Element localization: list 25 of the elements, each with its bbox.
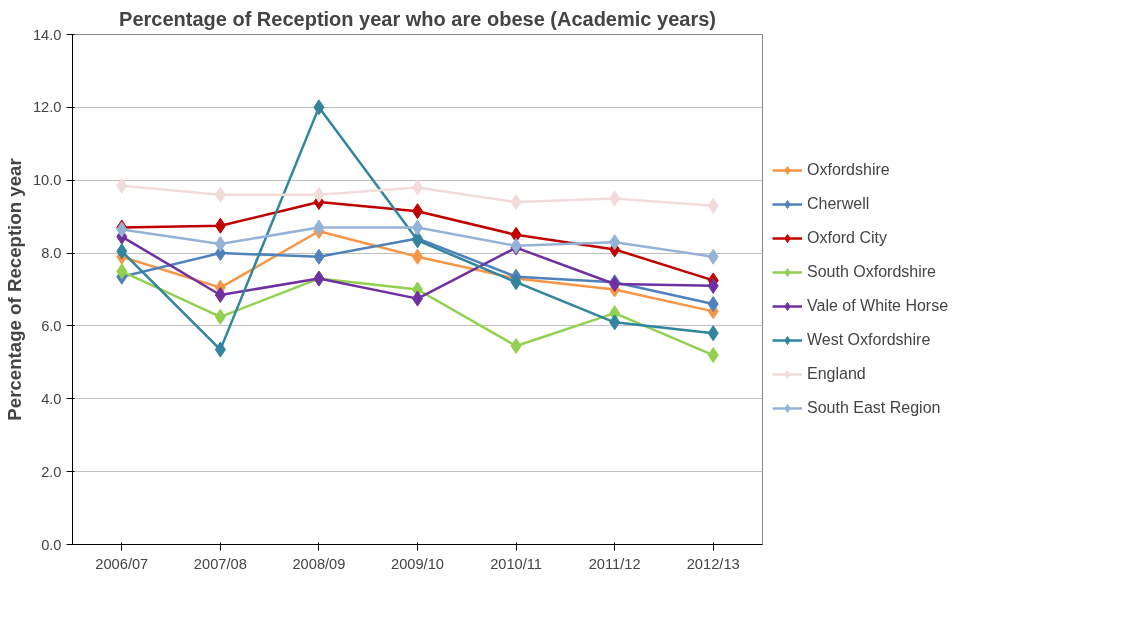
x-tick-label: 2010/11: [490, 555, 543, 572]
y-tick-label: 8.0: [41, 245, 62, 262]
legend-label: Oxfordshire: [807, 161, 890, 179]
x-tick-label: 2006/07: [95, 555, 149, 572]
y-tick-label: 6.0: [41, 317, 62, 334]
legend-label: South East Region: [807, 399, 941, 417]
legend-label: West Oxfordshire: [807, 331, 931, 349]
legend-label: Cherwell: [807, 195, 870, 213]
y-tick-label: 4.0: [41, 390, 62, 407]
x-tick-label: 2008/09: [292, 555, 346, 572]
legend-label: South Oxfordshire: [807, 263, 936, 281]
y-tick-label: 2.0: [41, 463, 62, 480]
x-tick-label: 2011/12: [588, 555, 641, 572]
legend-label: Vale of White Horse: [807, 297, 949, 315]
y-tick-label: 12.0: [32, 99, 62, 116]
chart-title: Percentage of Reception year who are obese (Academic years): [119, 7, 716, 30]
x-tick-label: 2007/08: [193, 555, 247, 572]
y-tick-label: 10.0: [32, 172, 62, 189]
x-tick-label: 2009/10: [391, 555, 444, 572]
legend-label: Oxford City: [807, 229, 888, 247]
y-tick-label: 14.0: [32, 26, 62, 43]
x-tick-label: 2012/13: [686, 555, 740, 572]
legend-label: England: [807, 365, 866, 383]
y-tick-label: 0.0: [41, 536, 62, 553]
y-axis-title: Percentage of Reception year: [3, 158, 25, 421]
